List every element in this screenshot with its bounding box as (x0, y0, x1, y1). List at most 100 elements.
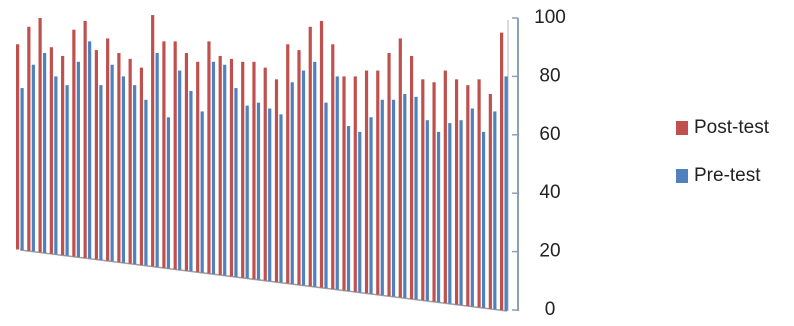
bar (493, 111, 497, 310)
bar (117, 53, 121, 263)
bar (459, 120, 463, 306)
bar (436, 131, 441, 303)
legend-swatch (676, 121, 688, 135)
bar (162, 41, 166, 268)
bar (274, 79, 279, 282)
y-tick-label: 60 (539, 124, 560, 145)
bar (223, 64, 227, 276)
bar (432, 82, 436, 302)
bar (409, 55, 414, 299)
bar (369, 117, 373, 294)
bar (376, 70, 380, 295)
bar (398, 38, 402, 298)
bar (234, 88, 238, 277)
bar (252, 61, 256, 280)
bar (72, 29, 76, 257)
bar (268, 108, 272, 282)
bar (178, 70, 182, 270)
bar (38, 18, 42, 253)
floor (19, 249, 508, 312)
bar (448, 123, 452, 304)
bar (313, 61, 317, 287)
bar (454, 79, 459, 305)
bar (324, 102, 328, 289)
bar (16, 44, 20, 250)
bar (353, 76, 357, 292)
bar (488, 93, 492, 309)
bar (200, 111, 204, 273)
bar (308, 26, 312, 287)
bar (245, 105, 249, 279)
bar (106, 38, 110, 261)
bar (470, 108, 474, 307)
bar (49, 47, 53, 254)
bar (133, 85, 137, 265)
bar (319, 20, 324, 288)
bar (43, 53, 47, 253)
bar (477, 79, 481, 308)
bar (27, 26, 31, 251)
bar (358, 131, 362, 293)
bar (443, 70, 447, 304)
y-tick-label: 20 (539, 241, 560, 262)
bar (88, 41, 92, 259)
bar (54, 76, 58, 255)
legend-label: Pre-test (694, 165, 761, 186)
bar (166, 117, 171, 269)
bar (229, 58, 234, 277)
bar (155, 53, 159, 267)
bar (421, 79, 425, 301)
bar (184, 53, 189, 271)
y-tick-label: 0 (545, 299, 556, 320)
bar (196, 61, 200, 273)
bar (121, 76, 126, 263)
bar (173, 41, 177, 270)
bar (331, 44, 335, 289)
legend-label: Post-test (694, 117, 770, 138)
bar (94, 50, 98, 260)
bar (207, 41, 211, 274)
bar (31, 64, 35, 252)
bar (139, 67, 144, 266)
bar (76, 61, 80, 258)
bar (301, 70, 306, 286)
bar (286, 44, 290, 284)
y-tick-label: 100 (534, 7, 566, 28)
y-tick-label: 40 (539, 182, 560, 203)
bar (20, 88, 24, 251)
bar (466, 85, 470, 306)
bar (403, 93, 407, 298)
bar (144, 99, 148, 266)
bar (128, 58, 132, 264)
bar (290, 82, 294, 284)
y-tick-label: 80 (539, 65, 560, 86)
bar (387, 53, 391, 297)
bar (342, 76, 346, 291)
bar (364, 70, 369, 294)
bar (346, 126, 351, 291)
bar (218, 55, 222, 275)
bar (263, 67, 267, 281)
bar (241, 61, 245, 278)
bar (61, 55, 65, 256)
bar (279, 114, 283, 283)
bar (500, 32, 504, 311)
bar (391, 99, 396, 297)
legend-swatch (676, 169, 688, 183)
bar (83, 20, 87, 258)
bar (297, 50, 301, 285)
bar (99, 85, 103, 260)
bar (504, 76, 508, 311)
bar (481, 131, 486, 308)
bar (189, 91, 193, 272)
bar (414, 96, 418, 300)
bar (211, 61, 216, 275)
bar (65, 85, 69, 256)
bar (256, 102, 261, 280)
bar (151, 15, 155, 267)
bar (425, 120, 429, 301)
bar (110, 64, 114, 262)
bar (380, 99, 384, 296)
bar (335, 76, 339, 290)
